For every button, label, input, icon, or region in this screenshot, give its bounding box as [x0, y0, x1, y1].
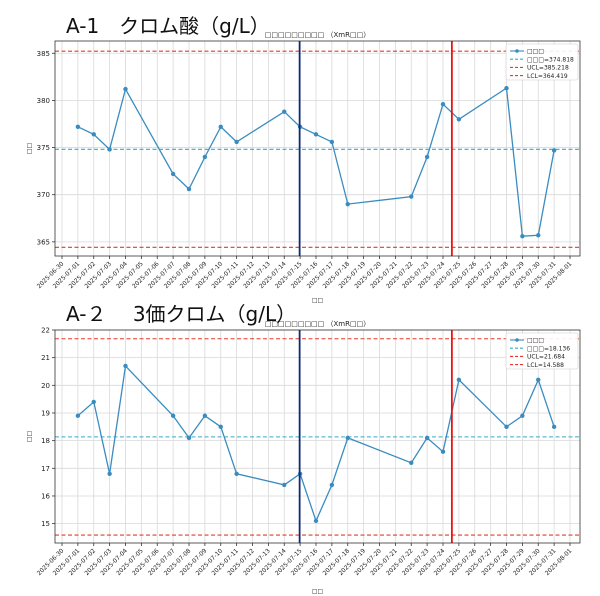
legend-label: UCL=21.684 — [527, 354, 565, 361]
legend-box — [505, 332, 579, 370]
data-point — [551, 424, 557, 430]
data-point — [234, 471, 239, 477]
y-tick-label: 22 — [41, 327, 50, 335]
y-tick-label: 20 — [41, 382, 50, 390]
legend-marker — [515, 49, 519, 53]
data-point — [313, 132, 319, 137]
y-tick-label: 365 — [37, 238, 50, 246]
chart-title: □□□□□□□□□ （XmR□□） — [265, 31, 370, 39]
data-point — [91, 132, 96, 137]
data-point — [75, 413, 81, 418]
data-point — [409, 460, 414, 465]
data-point — [186, 186, 192, 192]
legend-label: UCL=385.218 — [527, 65, 569, 72]
data-point — [91, 399, 96, 405]
data-point — [107, 471, 112, 477]
data-point — [536, 377, 541, 382]
legend-label: LCL=14.588 — [527, 362, 564, 369]
legend-label: □□□=18.136 — [527, 345, 570, 352]
data-point — [456, 117, 462, 122]
chart-2-section-title: A-２ 3価クロム（g/L） — [66, 302, 297, 326]
series-line — [77, 86, 555, 237]
legend-marker — [515, 338, 519, 342]
data-point — [170, 171, 176, 177]
data-point — [107, 147, 112, 152]
y-tick-label: 15 — [41, 520, 50, 528]
data-point — [75, 124, 81, 130]
plot-frame — [54, 329, 581, 544]
data-point — [345, 435, 350, 441]
data-point — [329, 139, 335, 145]
chart-1: 3653703753803852025-06-302025-07-012025-… — [26, 31, 581, 304]
data-point — [520, 413, 525, 418]
data-point — [282, 482, 287, 488]
data-point — [504, 424, 509, 430]
data-point — [440, 101, 446, 107]
data-point — [424, 154, 430, 160]
y-tick-label: 370 — [37, 191, 50, 199]
data-point — [170, 413, 176, 418]
data-point — [520, 233, 525, 239]
data-point — [234, 139, 239, 145]
x-axis-label: □□ — [312, 588, 323, 595]
data-point — [536, 233, 541, 238]
plot-area — [55, 41, 580, 256]
y-axis-label: □□ — [26, 431, 33, 442]
data-point — [282, 109, 287, 114]
y-tick-label: 16 — [41, 492, 50, 500]
y-tick-label: 380 — [37, 97, 50, 105]
data-point — [202, 154, 208, 160]
series-line — [77, 364, 555, 523]
x-axis-label: □□ — [312, 297, 323, 304]
y-tick-label: 18 — [41, 437, 50, 445]
chart-2: 15161718192021222025-06-302025-07-012025… — [26, 320, 581, 595]
legend-label: □□□ — [527, 48, 544, 55]
legend-box — [505, 43, 579, 81]
data-point — [123, 363, 128, 369]
data-point — [409, 194, 414, 199]
chart-1-section-title: A-1 クロム酸（g/L） — [66, 14, 270, 38]
data-point — [424, 435, 430, 441]
data-point — [313, 518, 319, 524]
data-point — [218, 424, 223, 430]
y-tick-label: 385 — [37, 50, 50, 58]
data-point — [345, 201, 350, 207]
legend-label: □□□ — [527, 337, 544, 344]
data-point — [456, 377, 462, 382]
y-tick-label: 19 — [41, 409, 50, 417]
data-point — [440, 449, 446, 454]
data-point — [218, 124, 223, 130]
data-point — [551, 148, 557, 153]
y-tick-label: 21 — [41, 354, 50, 362]
data-point — [123, 86, 128, 92]
plot-frame — [54, 40, 581, 257]
legend-label: LCL=364.419 — [527, 73, 568, 80]
data-point — [186, 435, 192, 441]
y-tick-label: 17 — [41, 465, 50, 473]
y-axis-label: □□ — [26, 143, 33, 154]
data-point — [329, 482, 335, 488]
legend-label: □□□=374.818 — [527, 56, 574, 63]
data-point — [202, 413, 208, 418]
y-tick-label: 375 — [37, 144, 50, 152]
data-point — [504, 85, 509, 91]
chart-title: □□□□□□□□□ （XmR□□） — [265, 320, 370, 328]
